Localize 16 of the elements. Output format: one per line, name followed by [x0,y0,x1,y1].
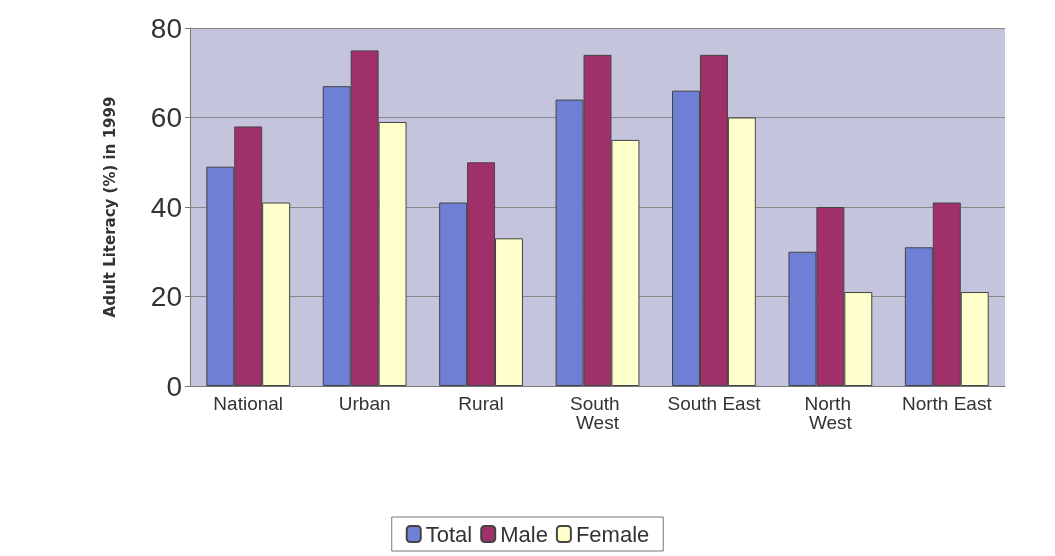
y-tick-label: 40 [150,191,182,223]
x-tick-label: Urban [338,393,391,414]
x-tick-label: South East [667,393,762,414]
legend-label: Female [575,521,650,547]
y-axis-title: Adult Literacy (%) in 1999 [101,96,119,318]
legend-label: Male [500,521,548,547]
legend-label: Total [425,521,473,547]
x-tick-label: South West [570,393,625,433]
y-tick-label: 20 [150,281,182,312]
x-tick-label: Rural [458,393,504,414]
x-tick-label: National [213,393,284,414]
y-tick-label: 80 [150,12,182,44]
x-tick-label: North West [804,393,857,433]
y-tick-label: 60 [150,102,182,133]
y-tick-label: 0 [166,370,182,402]
x-tick-label: North East [901,393,993,414]
